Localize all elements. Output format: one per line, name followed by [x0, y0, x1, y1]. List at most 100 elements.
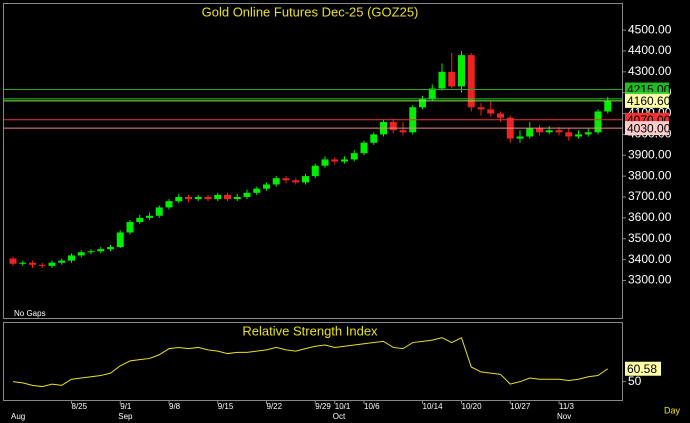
candle-body	[370, 134, 378, 143]
y-tick-label: 3900.00	[628, 147, 672, 161]
x-tick-label: 10/14	[423, 402, 444, 411]
candle-body	[77, 252, 85, 256]
y-tick-label: 3700.00	[628, 189, 672, 203]
candle-body	[321, 159, 329, 166]
candle-body	[165, 201, 173, 208]
candle-body	[175, 196, 183, 202]
candle-body	[360, 142, 368, 154]
rsi-last-bg	[625, 361, 661, 376]
candle-body	[341, 159, 348, 162]
price-panel	[3, 3, 623, 319]
level-label: 4160.60	[627, 94, 671, 108]
y-tick-label: 3500.00	[628, 231, 672, 245]
rsi-title: Relative Strength Index	[242, 323, 378, 338]
y-tick-label: 4300.00	[628, 64, 672, 78]
x-tick-label: 9/29	[315, 402, 331, 411]
candle-body	[29, 262, 36, 265]
candle-body	[458, 55, 465, 87]
candle-body	[204, 196, 212, 200]
candle-body	[389, 121, 397, 131]
candle-body	[136, 217, 144, 223]
x-tick-label: 10/20	[462, 402, 483, 411]
candle-body	[536, 128, 543, 133]
rsi-line	[12, 336, 609, 388]
x-month-label: Nov	[557, 412, 571, 421]
candle-body	[448, 71, 456, 87]
x-tick-label: 10/1	[335, 402, 351, 411]
x-month-label: Oct	[333, 412, 346, 421]
candle-body	[68, 255, 75, 261]
candle-body	[428, 88, 436, 99]
candle-body	[399, 130, 407, 133]
candle-body	[146, 215, 153, 218]
candle-body	[116, 232, 124, 248]
candle-body	[292, 180, 300, 183]
candle-body	[497, 113, 504, 118]
candle-body	[263, 184, 270, 189]
candle-body	[282, 178, 290, 181]
candle-body	[155, 207, 163, 216]
candle-body	[302, 176, 309, 183]
x-tick-label: 9/8	[169, 402, 181, 411]
candle-body	[194, 196, 202, 200]
candle-body	[311, 165, 319, 177]
y-tick-label: 3800.00	[628, 168, 672, 182]
candle-body	[467, 55, 475, 108]
candle-body	[19, 262, 27, 264]
y-tick-label: 3600.00	[628, 210, 672, 224]
candle-body	[224, 194, 231, 200]
candle-body	[38, 264, 46, 266]
candle-body	[97, 249, 105, 252]
rsi-panel	[3, 322, 623, 401]
candle-body	[58, 260, 66, 263]
candle-body	[438, 71, 446, 89]
candle-body	[272, 178, 280, 185]
candle-body	[350, 153, 358, 160]
candle-body	[107, 247, 114, 250]
candle-body	[87, 251, 95, 253]
level-label: 4030.00	[627, 121, 671, 135]
y-tick-label: 4400.00	[628, 43, 672, 57]
candle-body	[48, 262, 56, 266]
x-tick-label: 10/27	[510, 402, 531, 411]
candle-body	[604, 100, 612, 112]
candle-body	[487, 109, 495, 114]
rsi-last-label: 60.58	[627, 362, 657, 376]
candle-body	[214, 194, 222, 200]
x-tick-label: 8/25	[72, 402, 88, 411]
candle-body	[584, 132, 592, 135]
candle-body	[9, 258, 17, 264]
candle-body	[477, 107, 485, 110]
y-tick-label: 50	[628, 374, 642, 388]
y-tick-label: 3400.00	[628, 252, 672, 266]
candle-body	[126, 222, 134, 233]
candle-body	[526, 128, 534, 137]
candle-body	[243, 192, 251, 197]
level-label-bg	[625, 121, 669, 136]
y-tick-label: 3300.00	[628, 273, 672, 287]
candle-body	[253, 188, 261, 193]
candle-body	[331, 159, 339, 162]
chart-title: Gold Online Futures Dec-25 (GOZ25)	[202, 4, 419, 19]
candle-body	[575, 134, 582, 137]
level-label-bg	[625, 93, 669, 108]
x-tick-label: 10/6	[364, 402, 380, 411]
candle-body	[555, 130, 563, 133]
candle-body	[565, 132, 573, 137]
y-tick-label: 4500.00	[628, 22, 672, 36]
candle-body	[419, 98, 426, 108]
candle-body	[516, 136, 524, 139]
x-unit: Day	[664, 405, 681, 415]
x-month-label: Sep	[118, 412, 133, 421]
candle-body	[594, 111, 602, 133]
x-tick-label: 9/22	[267, 402, 283, 411]
candle-body	[185, 196, 192, 200]
x-month-label: Aug	[11, 412, 25, 421]
note: No Gaps	[14, 309, 46, 318]
x-tick-label: 9/15	[218, 402, 234, 411]
candle-body	[233, 196, 241, 200]
x-tick-label: 9/1	[120, 402, 132, 411]
x-tick-label: 11/3	[559, 402, 575, 411]
